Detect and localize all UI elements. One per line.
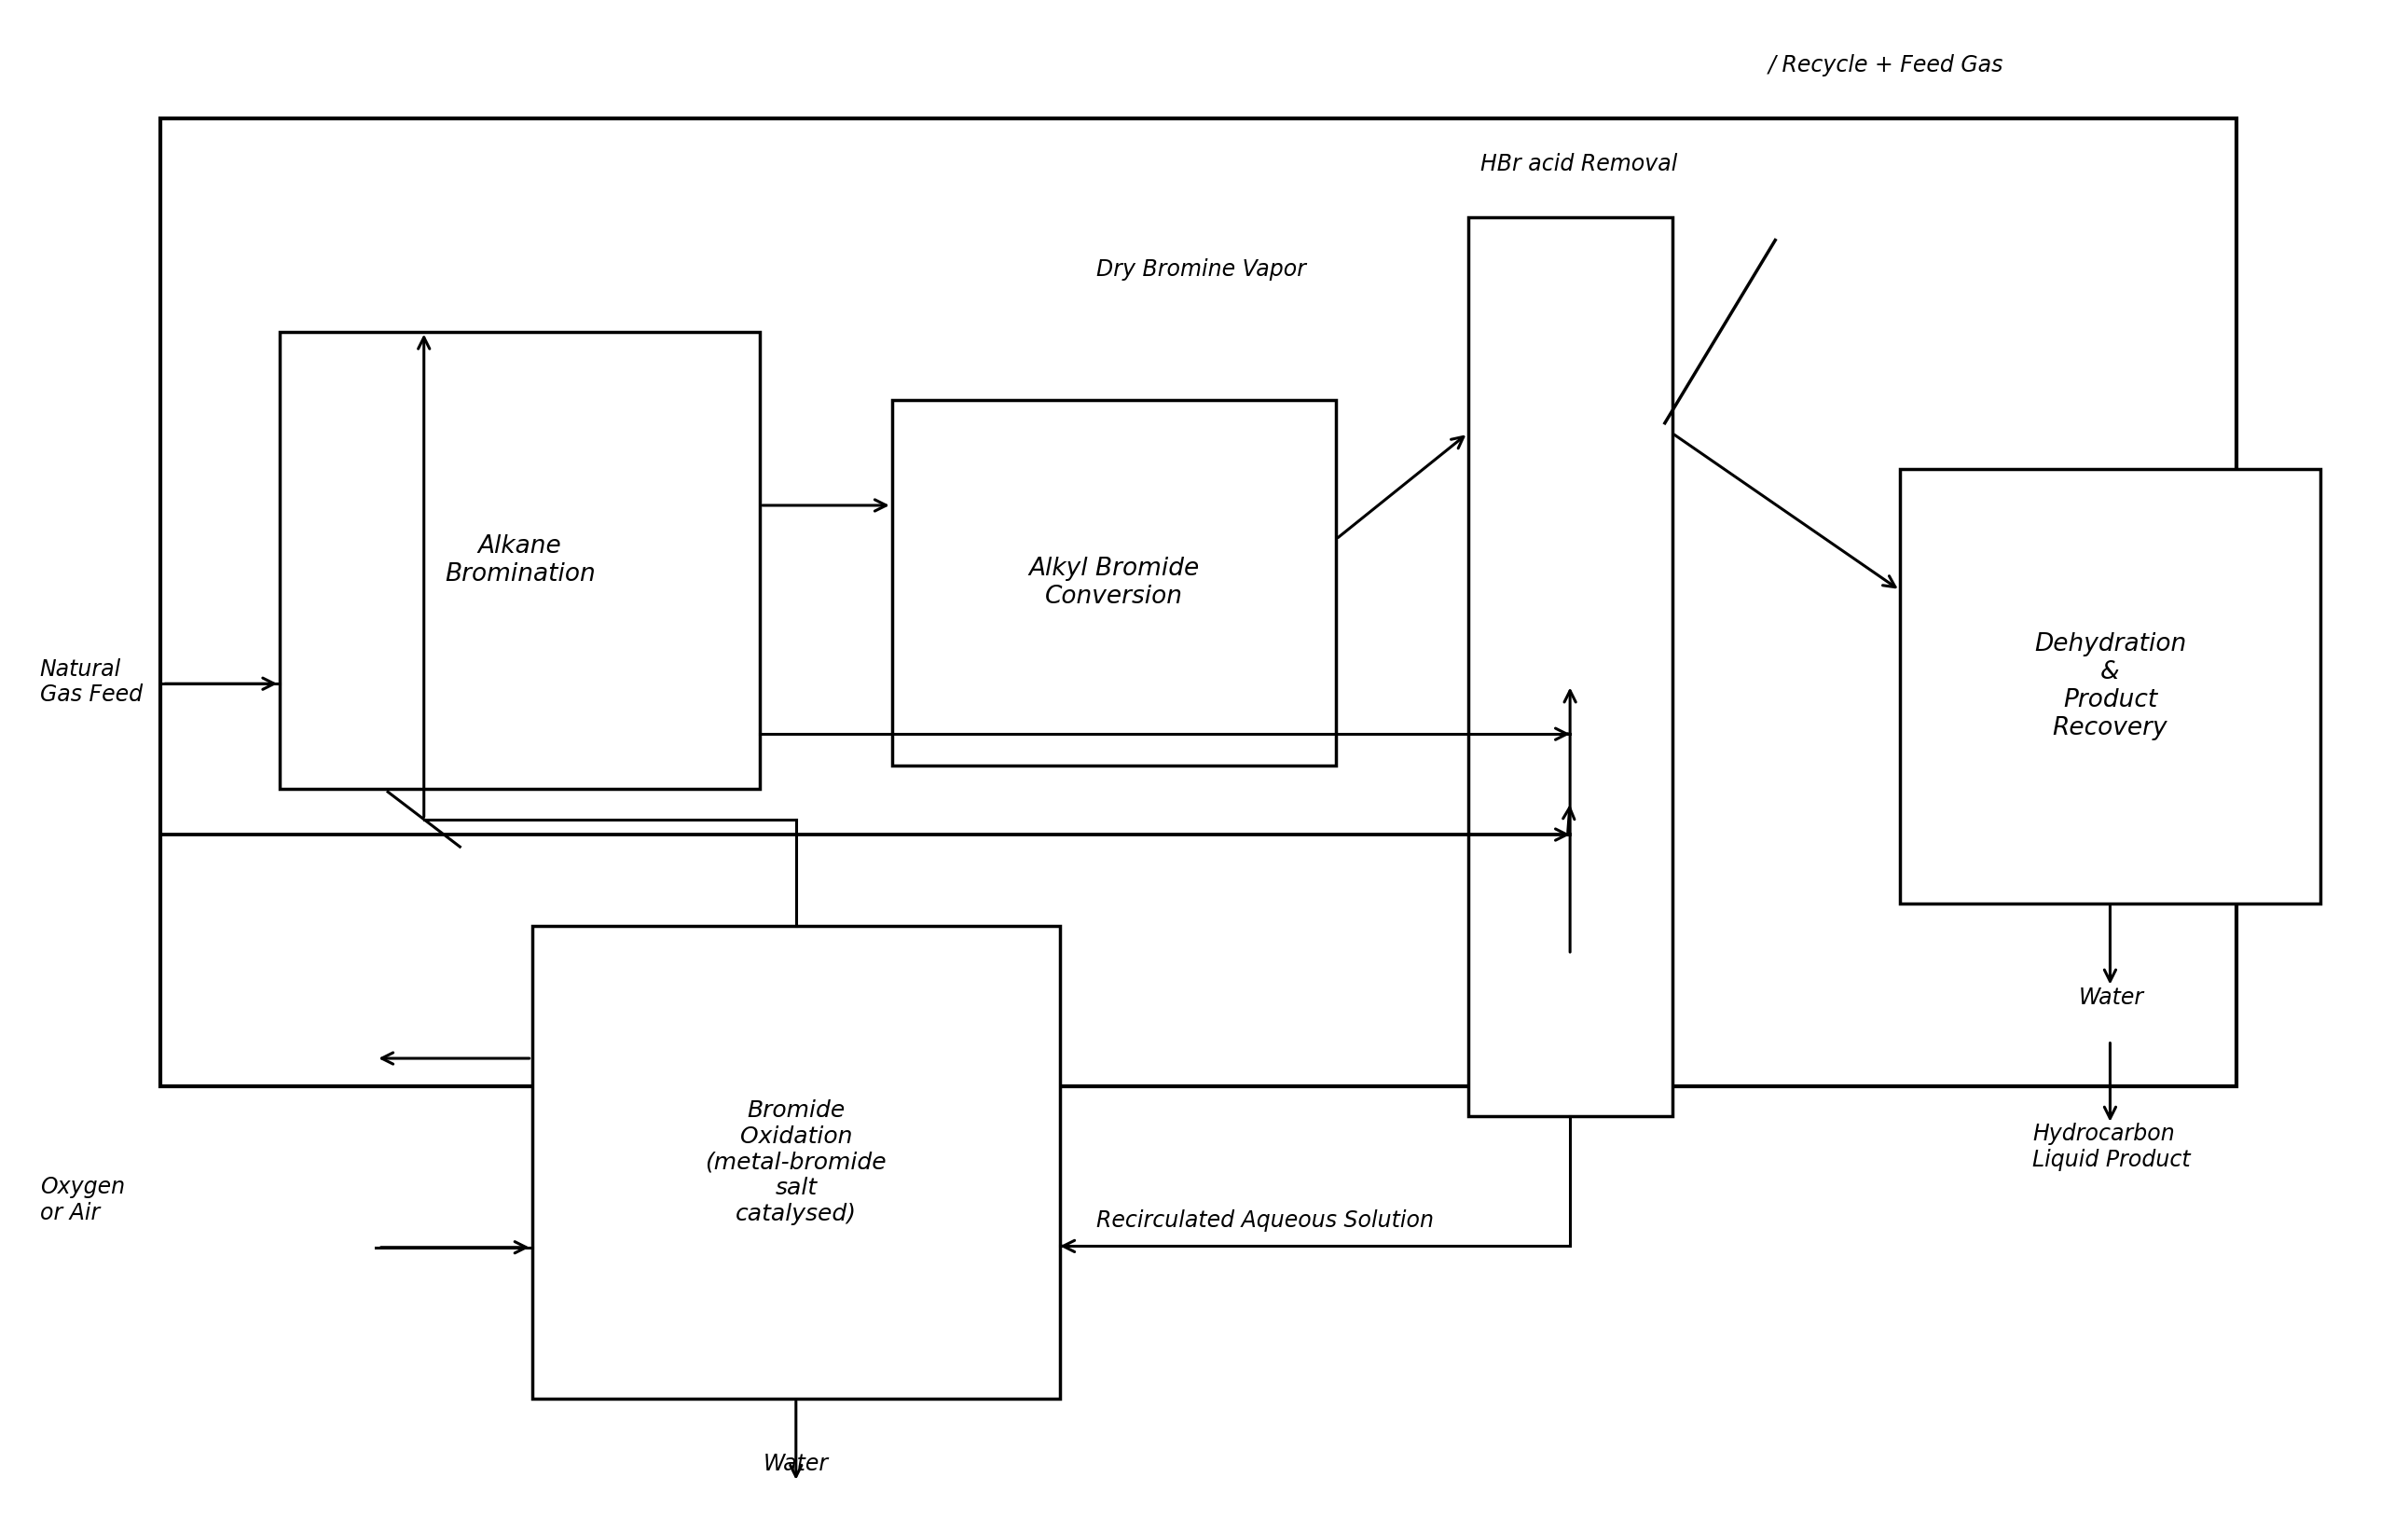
Text: Water: Water bbox=[763, 1452, 828, 1475]
Text: Alkyl Bromide
Conversion: Alkyl Bromide Conversion bbox=[1028, 558, 1199, 610]
Text: Dry Bromine Vapor: Dry Bromine Vapor bbox=[1096, 257, 1305, 280]
Bar bbox=[532, 925, 1060, 1399]
Text: Natural
Gas Feed: Natural Gas Feed bbox=[41, 659, 142, 706]
Text: / Recycle + Feed Gas: / Recycle + Feed Gas bbox=[1767, 54, 2003, 77]
Bar bbox=[279, 331, 761, 789]
Text: HBr acid Removal: HBr acid Removal bbox=[1481, 153, 1676, 175]
Text: Oxygen
or Air: Oxygen or Air bbox=[41, 1177, 125, 1224]
Text: Hydrocarbon
Liquid Product: Hydrocarbon Liquid Product bbox=[2032, 1123, 2191, 1170]
Bar bbox=[159, 118, 2237, 1086]
Text: Dehydration
&
Product
Recovery: Dehydration & Product Recovery bbox=[2035, 631, 2186, 740]
Text: Bromide
Oxidation
(metal-bromide
salt
catalysed): Bromide Oxidation (metal-bromide salt ca… bbox=[706, 1100, 886, 1226]
Text: Water: Water bbox=[2078, 987, 2143, 1010]
Text: Recirculated Aqueous Solution: Recirculated Aqueous Solution bbox=[1096, 1209, 1433, 1232]
Text: Alkane
Bromination: Alkane Bromination bbox=[445, 535, 595, 587]
Bar bbox=[1900, 469, 2319, 904]
Bar bbox=[891, 400, 1336, 766]
Bar bbox=[1469, 218, 1671, 1117]
